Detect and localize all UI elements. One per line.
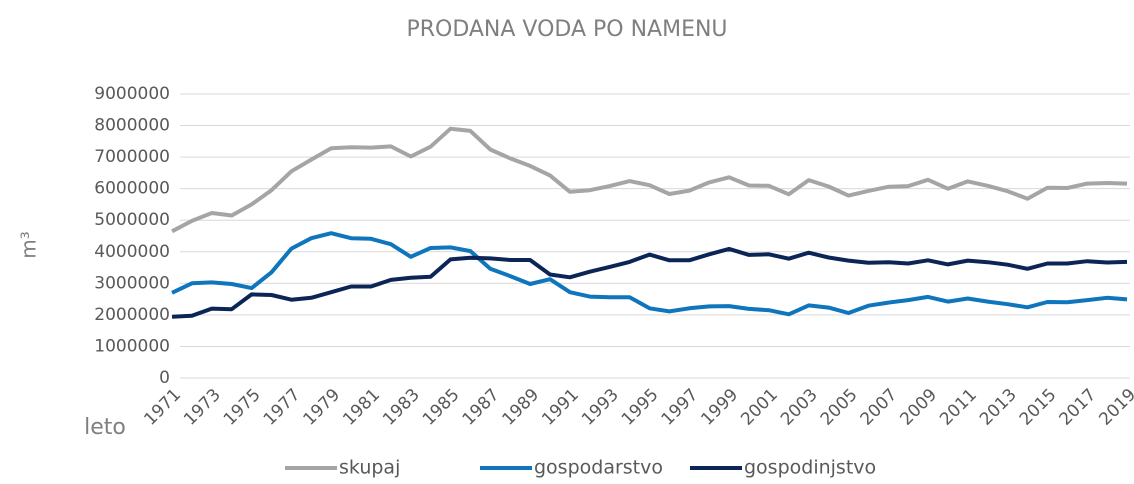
- y-tick-label: 9000000: [94, 84, 170, 104]
- y-tick-label: 5000000: [94, 210, 170, 230]
- x-axis-label: leto: [84, 415, 126, 440]
- legend-label: skupaj: [339, 457, 400, 479]
- x-tick-label: 2001: [737, 385, 782, 430]
- y-tick-label: 8000000: [94, 116, 170, 136]
- x-tick-label: 1999: [697, 385, 742, 430]
- x-tick-label: 1985: [419, 385, 464, 430]
- x-tick-label: 2003: [777, 385, 822, 430]
- x-tick-label: 1987: [459, 385, 504, 430]
- x-tick-label: 1983: [379, 385, 424, 430]
- x-tick-label: 1977: [260, 385, 305, 430]
- series-line: [171, 126, 1128, 234]
- y-tick-label: 7000000: [94, 147, 170, 167]
- y-tick-label: 6000000: [94, 179, 170, 199]
- x-tick-label: 2015: [1016, 385, 1061, 430]
- x-tick-label: 1981: [339, 385, 384, 430]
- y-tick-label: 2000000: [94, 305, 170, 325]
- x-tick-label: 2009: [896, 385, 941, 430]
- x-tick-label: 2005: [817, 385, 862, 430]
- x-tick-label: 1991: [538, 385, 583, 430]
- x-tick-label: 1975: [220, 385, 265, 430]
- x-tick-label: 1993: [578, 385, 623, 430]
- y-tick-label: 3000000: [94, 273, 170, 293]
- series-line: [171, 246, 1128, 319]
- x-tick-label: 1979: [300, 385, 345, 430]
- x-tick-label: 1989: [498, 385, 543, 430]
- y-tick-label: 1000000: [94, 336, 170, 356]
- x-tick-label: 1997: [658, 385, 703, 430]
- legend-label: gospodarstvo: [534, 457, 663, 479]
- x-tick-label: 1971: [140, 385, 185, 430]
- x-tick-label: 2019: [1095, 385, 1134, 430]
- legend-label: gospodinjstvo: [744, 457, 876, 479]
- x-tick-label: 2017: [1056, 385, 1101, 430]
- x-tick-label: 2013: [976, 385, 1021, 430]
- y-axis-label: m³: [17, 231, 41, 259]
- x-tick-label: 2011: [936, 385, 981, 430]
- series-line: [171, 231, 1128, 317]
- chart-title: PRODANA VODA PO NAMENU: [406, 17, 727, 42]
- y-tick-label: 4000000: [94, 242, 170, 262]
- x-tick-label: 1973: [180, 385, 225, 430]
- y-tick-label: 0: [159, 368, 170, 388]
- x-tick-label: 2007: [857, 385, 902, 430]
- x-tick-label: 1995: [618, 385, 663, 430]
